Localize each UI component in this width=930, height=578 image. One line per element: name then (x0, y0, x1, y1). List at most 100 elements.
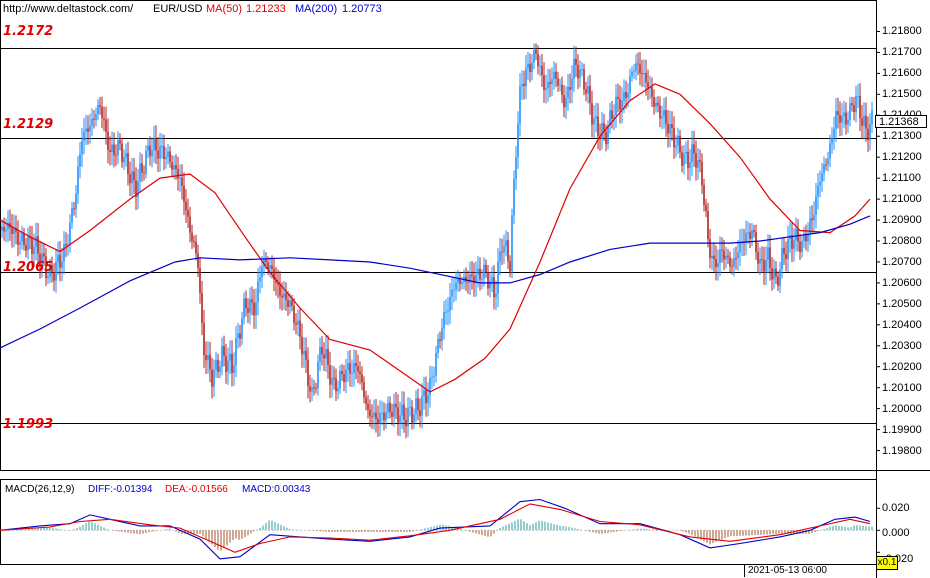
candle-body (791, 235, 793, 249)
candle-body (25, 245, 27, 251)
candle-body (311, 387, 313, 392)
candle-body (15, 227, 17, 232)
candle-body (227, 360, 229, 372)
candle-body (843, 112, 845, 117)
level-label-2: 1.2129 (3, 117, 54, 132)
macd-plot (0, 498, 880, 560)
candle-body (555, 71, 557, 79)
candle-body (681, 152, 683, 166)
candle-body (727, 255, 729, 258)
candle-body (157, 150, 159, 159)
candle-body (203, 323, 205, 356)
zoom-button[interactable]: x0.1 (876, 556, 898, 570)
candle-body (627, 92, 629, 98)
candle-body (425, 390, 427, 404)
candle-body (155, 138, 157, 151)
candle-body (27, 236, 29, 251)
candle-body (391, 412, 393, 417)
candle-body (167, 151, 169, 157)
candle-body (257, 281, 259, 303)
candle-body (509, 261, 511, 272)
candle-body (709, 239, 711, 259)
candle-body (739, 242, 741, 253)
candle-body (419, 410, 421, 416)
price-tick-label: 1.20100 (882, 381, 922, 394)
candle-body (55, 261, 57, 281)
candle-body (545, 88, 547, 90)
candle-body (35, 236, 37, 247)
candle-body (447, 310, 449, 312)
candle-body (651, 87, 653, 98)
candle-body (101, 106, 103, 119)
candle-body (169, 151, 171, 163)
candle-body (383, 412, 385, 421)
candle-body (127, 153, 129, 175)
candle-body (753, 230, 755, 233)
candle-body (833, 128, 835, 138)
candle-body (543, 75, 545, 90)
candle-body (103, 118, 105, 120)
candle-body (373, 412, 375, 417)
candle-body (409, 406, 411, 408)
price-tick-label: 1.21000 (882, 193, 922, 206)
candle-body (153, 138, 155, 151)
candle-body (583, 69, 585, 90)
site-url[interactable]: http://www.deltastock.com/ (3, 3, 134, 15)
candle-body (341, 370, 343, 375)
candle-body (431, 377, 433, 379)
candle-body (669, 124, 671, 134)
price-tick-label: 1.21800 (882, 25, 922, 38)
candle-body (51, 265, 53, 274)
price-tick-label: 1.20300 (882, 339, 922, 352)
candle-body (799, 241, 801, 253)
candle-body (107, 131, 109, 150)
candle-body (721, 249, 723, 251)
candle-body (527, 63, 529, 68)
candle-body (323, 354, 325, 359)
candle-body (817, 185, 819, 197)
candle-body (45, 256, 47, 279)
candle-body (325, 348, 327, 359)
candle-body (675, 145, 677, 148)
candle-body (633, 71, 635, 73)
candle-body (119, 140, 121, 144)
candle-body (75, 193, 77, 210)
candle-body (139, 163, 141, 182)
candle-body (53, 273, 55, 281)
candle-body (81, 140, 83, 154)
candle-body (351, 373, 353, 375)
candle-body (73, 208, 75, 210)
candle-body (725, 255, 727, 260)
level-lines (0, 48, 876, 424)
candle-body (197, 253, 199, 268)
candle-body (591, 103, 593, 125)
candle-body (143, 172, 145, 174)
candle-body (717, 263, 719, 268)
candle-body (607, 125, 609, 145)
candle-body (605, 131, 607, 145)
candle-body (863, 115, 865, 126)
candle-body (615, 96, 617, 116)
candle-body (125, 153, 127, 158)
candle-body (205, 355, 207, 361)
candle-body (239, 333, 241, 339)
candle-body (317, 361, 319, 389)
candle-body (663, 110, 665, 117)
level-label-3: 1.2065 (3, 260, 54, 275)
price-tick-label: 1.20400 (882, 318, 922, 331)
candle-body (259, 277, 261, 282)
candle-body (189, 216, 191, 233)
candle-body (735, 258, 737, 260)
candle-body (357, 366, 359, 372)
candle-body (451, 289, 453, 297)
candle-body (759, 258, 761, 264)
candle-body (199, 267, 201, 293)
candle-body (775, 268, 777, 277)
candle-body (423, 390, 425, 397)
candle-body (181, 177, 183, 186)
candle-body (703, 185, 705, 205)
candle-body (831, 137, 833, 144)
candle-body (643, 73, 645, 75)
candle-body (819, 181, 821, 186)
